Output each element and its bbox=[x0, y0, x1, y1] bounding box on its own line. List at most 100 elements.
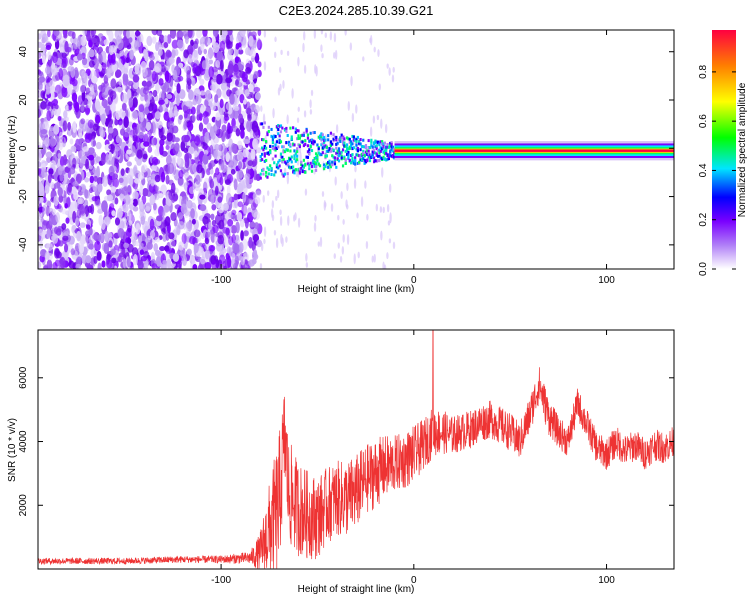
spectrogram-noise-cell bbox=[119, 50, 125, 57]
spectrogram-noise-cell bbox=[237, 182, 244, 194]
spectrogram-noise-cell bbox=[382, 206, 385, 214]
spectrogram-signal-cell bbox=[306, 144, 310, 148]
spectrogram-noise-cell bbox=[143, 133, 149, 144]
spectrogram-noise-cell bbox=[275, 195, 278, 201]
spectrogram-noise-cell bbox=[93, 83, 98, 93]
spectrogram-noise-cell bbox=[53, 30, 60, 37]
spectrogram-noise-cell bbox=[100, 82, 106, 93]
spectrogram-noise-cell bbox=[101, 260, 106, 268]
spectrogram-noise-cell bbox=[171, 195, 176, 203]
spectrogram-noise-cell bbox=[297, 56, 300, 67]
spectrogram-noise-cell bbox=[319, 236, 323, 248]
spectrogram-signal-cell bbox=[363, 158, 366, 162]
spectrogram-signal-cell bbox=[292, 142, 295, 146]
spectrogram-signal-cell bbox=[371, 150, 374, 154]
spectrogram-noise-cell bbox=[148, 59, 155, 71]
spectrogram-signal-cell bbox=[382, 145, 385, 149]
spectrogram-signal-cell bbox=[320, 133, 323, 137]
spectrogram-noise-cell bbox=[244, 89, 250, 97]
spectrogram-signal-cell bbox=[292, 170, 295, 174]
spectrogram-y-tick-label: 20 bbox=[18, 94, 29, 106]
spectrogram-noise-cell bbox=[177, 221, 185, 230]
spectrogram-signal-cell bbox=[327, 134, 330, 138]
spectrogram-noise-cell bbox=[219, 98, 224, 109]
spectrogram-noise-cell bbox=[132, 206, 139, 212]
spectrogram-noise-cell bbox=[117, 207, 123, 219]
spectrogram-noise-cell bbox=[287, 215, 290, 226]
spectrogram-signal-cell bbox=[379, 149, 382, 153]
spectrogram-noise-cell bbox=[91, 196, 99, 202]
spectrogram-noise-cell bbox=[106, 259, 113, 269]
spectrogram-signal-cell bbox=[339, 151, 342, 155]
spectrogram-noise-cell bbox=[71, 78, 78, 87]
spectrogram-noise-cell bbox=[77, 77, 82, 84]
spectrogram-noise-cell bbox=[116, 86, 123, 93]
spectrogram-noise-cell bbox=[199, 256, 206, 265]
spectrogram-signal-cell bbox=[324, 138, 327, 142]
spectrogram-signal-cell bbox=[300, 134, 303, 138]
spectrogram-noise-cell bbox=[73, 67, 79, 79]
spectrogram-noise-cell bbox=[180, 140, 186, 152]
spectrogram-noise-cell bbox=[364, 180, 367, 189]
spectrogram-noise-cell bbox=[351, 112, 355, 122]
spectrogram-noise-cell bbox=[123, 116, 129, 128]
spectrogram-signal-cell bbox=[323, 145, 326, 149]
spectrogram-noise-cell bbox=[200, 37, 205, 43]
spectrogram-noise-cell bbox=[186, 69, 191, 81]
spectrogram-signal-cell bbox=[360, 157, 364, 161]
spectrogram-signal-cell bbox=[350, 140, 353, 144]
snr-y-ticks: 2000 4000 6000 bbox=[18, 366, 674, 516]
spectrogram-noise-cell bbox=[253, 249, 258, 259]
spectrogram-signal-cell bbox=[289, 149, 292, 153]
spectrogram-noise-cell bbox=[173, 110, 179, 117]
spectrogram-signal-cell bbox=[389, 153, 392, 157]
spectrogram-signal-cell bbox=[335, 165, 338, 169]
spectrogram-noise-cell bbox=[149, 230, 156, 239]
spectrogram-noise-cell bbox=[108, 240, 113, 248]
spectrogram-noise-cell bbox=[39, 84, 43, 91]
spectrogram-x-tick-label: 0 bbox=[411, 275, 417, 286]
spectrogram-noise-cell bbox=[388, 183, 392, 193]
spectrogram-noise-cell bbox=[101, 154, 107, 165]
spectrogram-noise-cell bbox=[199, 90, 206, 96]
spectrogram-noise-cell bbox=[210, 213, 215, 221]
spectrogram-signal-cell bbox=[281, 155, 284, 159]
spectrogram-noise-cell bbox=[86, 171, 91, 177]
spectrogram-noise-cell bbox=[286, 50, 290, 56]
spectrogram-noise-cell bbox=[347, 100, 350, 111]
spectrogram-noise-cell bbox=[79, 244, 85, 254]
spectrogram-signal-cell bbox=[340, 150, 343, 154]
spectrogram-noise-cell bbox=[116, 38, 124, 51]
spectrogram-signal-cell bbox=[274, 148, 277, 152]
spectrogram-noise-cell bbox=[132, 126, 138, 138]
spectrogram-noise-cell bbox=[216, 88, 222, 99]
spectrogram-noise-cell bbox=[253, 211, 260, 220]
spectrogram-noise-cell bbox=[199, 78, 205, 86]
spectrogram-noise-cell bbox=[70, 145, 77, 153]
spectrogram-noise-cell bbox=[257, 30, 262, 37]
spectrogram-noise-cell bbox=[107, 133, 113, 141]
spectrogram-noise-cell bbox=[145, 202, 152, 211]
spectrogram-noise-cell bbox=[187, 30, 193, 39]
spectrogram-noise-cell bbox=[174, 142, 180, 152]
spectrogram-noise-cell bbox=[199, 204, 207, 212]
spectrogram-noise-cell bbox=[41, 54, 46, 65]
spectrogram-noise-cell bbox=[303, 64, 307, 74]
spectrogram-signal-cell bbox=[316, 158, 319, 162]
spectrogram-noise-cell bbox=[132, 110, 139, 119]
spectrogram-noise-cell bbox=[123, 37, 130, 46]
spectrogram-signal-cell bbox=[359, 148, 362, 152]
spectrogram-noise-cell bbox=[203, 48, 208, 55]
spectrogram-signal-cell bbox=[313, 140, 316, 144]
spectrogram-noise-cell bbox=[176, 94, 180, 106]
spectrogram-noise-cell bbox=[380, 118, 383, 129]
spectrogram-noise-cell bbox=[321, 191, 325, 197]
spectrogram-signal-cell bbox=[289, 157, 292, 161]
spectrogram-noise-cell bbox=[225, 34, 231, 46]
spectrogram-noise-cell bbox=[76, 185, 83, 192]
spectrogram-noise-cell bbox=[252, 39, 257, 49]
spectrogram-signal-cell bbox=[391, 154, 395, 158]
spectrogram-noise-cell bbox=[140, 164, 148, 173]
spectrogram-noise-cell bbox=[198, 122, 204, 132]
spectrogram-signal-cell bbox=[385, 149, 388, 153]
